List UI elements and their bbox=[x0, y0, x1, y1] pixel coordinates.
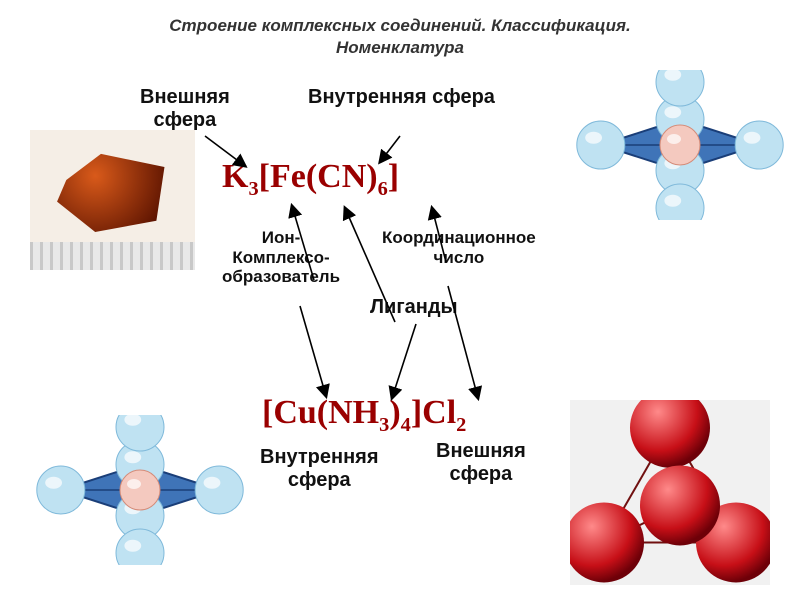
octahedron-diagram-bottom bbox=[30, 415, 250, 565]
label-inner-sphere-top: Внутренняя сфера bbox=[308, 86, 495, 109]
tetrahedron-diagram bbox=[570, 400, 770, 585]
label-ligands: Лиганды bbox=[370, 296, 458, 319]
label-coordination-number: Координационное число bbox=[382, 228, 536, 267]
slide-title-line2: Номенклатура bbox=[0, 38, 800, 58]
label-outer-sphere-bottom: Внешняя сфера bbox=[436, 440, 526, 486]
photo-ruler bbox=[30, 242, 195, 270]
slide-title-line1: Строение комплексных соединений. Классиф… bbox=[0, 16, 800, 36]
label-outer-sphere-top: Внешняя сфера bbox=[140, 86, 230, 132]
octahedron-diagram-top bbox=[570, 70, 790, 220]
formula-k3fecn6: K3[Fe(CN)6] bbox=[222, 158, 399, 201]
crystal-photo bbox=[30, 130, 195, 270]
formula-cunh34cl2: [Cu(NH3)4]Cl2 bbox=[262, 394, 466, 437]
label-inner-sphere-bottom: Внутренняя сфера bbox=[260, 446, 379, 492]
label-ion-complex-former: Ион- Комплексо- образователь bbox=[222, 228, 340, 287]
